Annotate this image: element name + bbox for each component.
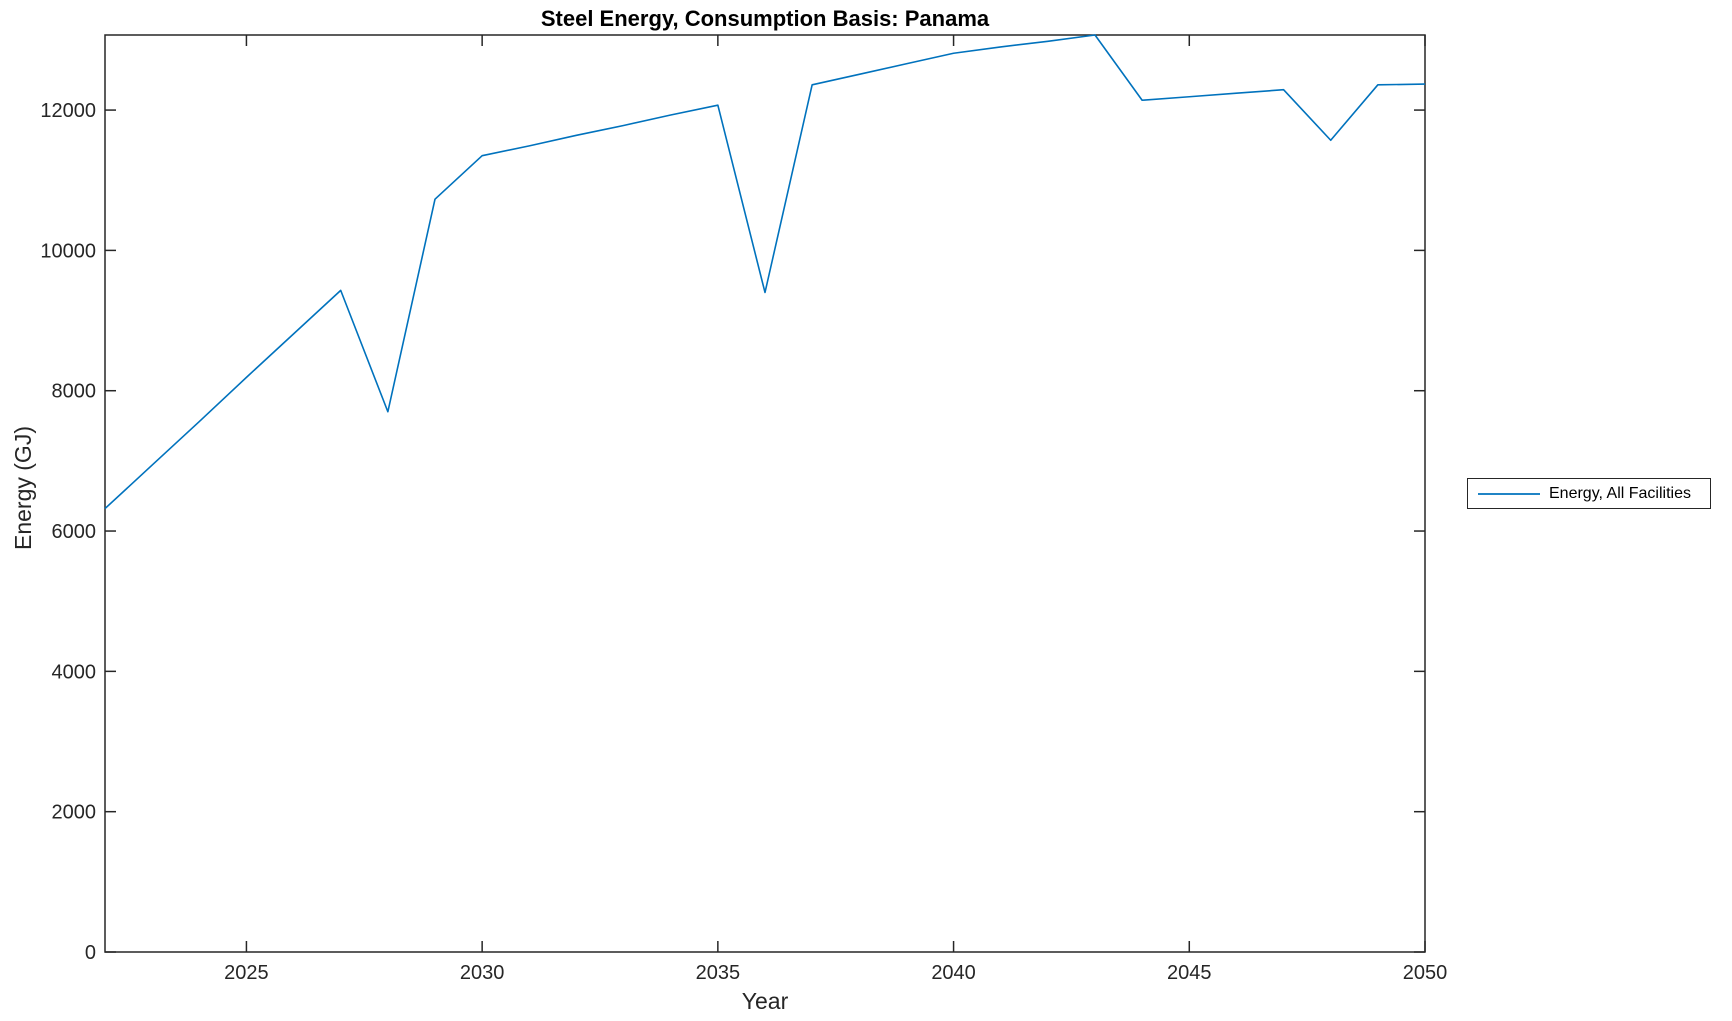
- y-tick-label: 6000: [52, 521, 97, 543]
- y-axis-label: Energy (GJ): [10, 426, 36, 550]
- axes-box: [104, 34, 1426, 953]
- y-tick-label: 0: [85, 942, 96, 964]
- y-tick-label: 8000: [52, 381, 97, 403]
- legend-box: Energy, All Facilities: [1467, 478, 1711, 509]
- x-tick-label: 2025: [224, 962, 269, 984]
- x-axis-label: Year: [741, 988, 789, 1014]
- legend-line-sample-icon: [1478, 492, 1540, 495]
- y-tick-label: 4000: [52, 661, 97, 683]
- x-tick-label: 2045: [1167, 962, 1212, 984]
- x-tick-label: 2050: [1403, 962, 1448, 984]
- x-tick-label: 2040: [931, 962, 976, 984]
- x-tick-label: 2030: [460, 962, 505, 984]
- y-tick-label: 10000: [40, 240, 96, 262]
- chart-title: Steel Energy, Consumption Basis: Panama: [540, 6, 990, 31]
- series-line: [104, 34, 1426, 510]
- x-tick-label: 2035: [696, 962, 741, 984]
- y-tick-label: 12000: [40, 100, 96, 122]
- y-tick-label: 2000: [52, 802, 97, 824]
- legend-item-label: Energy, All Facilities: [1549, 484, 1691, 502]
